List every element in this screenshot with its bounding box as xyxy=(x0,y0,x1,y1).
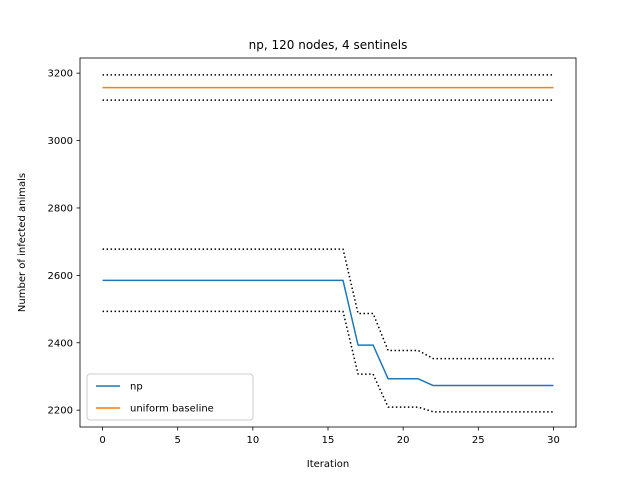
np-series-line xyxy=(102,279,554,387)
y-tick-label: 3200 xyxy=(48,69,73,80)
y-tick-label: 3000 xyxy=(48,136,73,147)
x-tick-label: 25 xyxy=(472,435,485,446)
series-layer xyxy=(102,74,554,413)
legend-label-np: np xyxy=(130,382,143,393)
x-tick-label: 30 xyxy=(547,435,560,446)
x-axis-ticks: 0 5 10 15 20 25 30 xyxy=(99,427,560,446)
x-axis-label: Iteration xyxy=(307,459,349,470)
x-tick-label: 0 xyxy=(99,435,105,446)
axes-background xyxy=(80,58,576,427)
y-tick-label: 2200 xyxy=(48,406,73,417)
y-tick-label: 2400 xyxy=(48,338,73,349)
y-tick-label: 2600 xyxy=(48,271,73,282)
chart-title: np, 120 nodes, 4 sentinels xyxy=(249,38,408,52)
x-tick-label: 20 xyxy=(397,435,410,446)
legend-frame xyxy=(86,373,254,421)
x-tick-label: 5 xyxy=(175,435,181,446)
x-tick-label: 10 xyxy=(246,435,259,446)
y-axis-ticks: 2200 2400 2600 2800 3000 3200 xyxy=(48,69,80,417)
legend: np uniform baseline xyxy=(86,373,254,421)
y-tick-label: 2800 xyxy=(48,203,73,214)
y-axis-label: Number of infected animals xyxy=(17,173,28,312)
plot-area xyxy=(79,57,577,428)
x-tick-label: 15 xyxy=(322,435,335,446)
legend-label-uniform-baseline: uniform baseline xyxy=(130,404,214,415)
